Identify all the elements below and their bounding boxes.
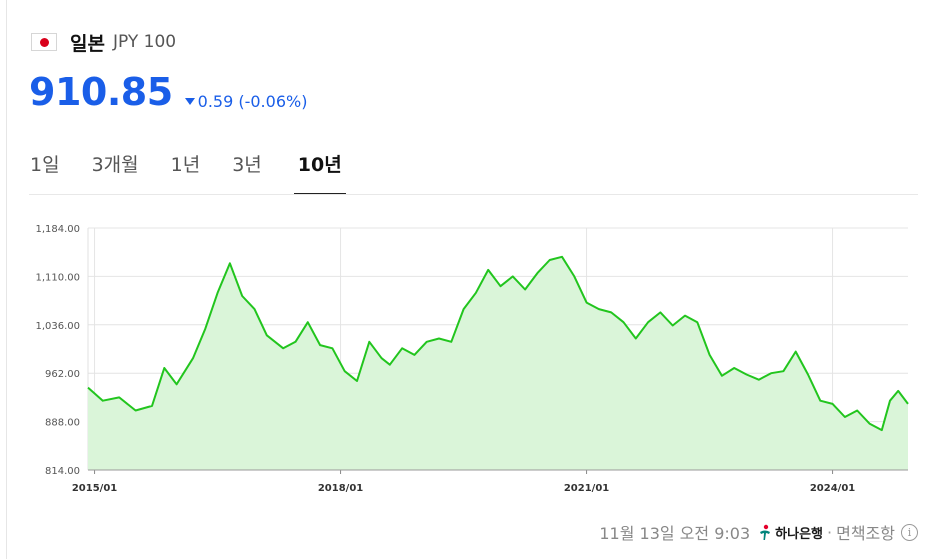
country-name: 일본 (70, 32, 105, 55)
x-tick-label: 2018/01 (318, 483, 363, 494)
frame-border (6, 0, 7, 559)
disclaimer-link[interactable]: 면책조항 (836, 524, 895, 543)
y-tick-label: 1,036.00 (35, 321, 80, 332)
y-tick-label: 888.00 (45, 418, 80, 429)
rate-line (87, 255, 909, 432)
x-tick-label: 2015/01 (72, 483, 117, 494)
exchange-rate-chart: 1,184.00 1,110.00 1,036.00 962.00 888.00 814.… (35, 224, 909, 494)
footer-separator: · (827, 522, 833, 542)
exchange-rate: 910.85 (29, 70, 173, 114)
tab-10y[interactable]: 10년 (293, 148, 346, 195)
footer: 11월 13일 오전 9:03 하나은행 · 면책조항 i (599, 520, 918, 544)
currency-header: 일본 JPY 100 (31, 28, 176, 56)
rate-area-fill (88, 256, 908, 470)
tab-divider (29, 194, 918, 195)
period-tabs: 1일 3개월 1년 3년 10년 (30, 148, 378, 196)
tab-1y[interactable]: 1년 (170, 154, 201, 176)
y-tick-label: 1,110.00 (35, 272, 80, 283)
currency-code: JPY 100 (112, 32, 177, 52)
bank-name: 하나은행 (775, 526, 824, 542)
rate-change-value: 0.59 (-0.06%) (197, 92, 308, 111)
rate-change: 0.59 (-0.06%) (184, 92, 308, 111)
y-tick-label: 962.00 (45, 369, 80, 380)
x-tick-label: 2021/01 (564, 483, 609, 494)
x-tick-label: 2024/01 (810, 483, 855, 494)
hana-bank-logo-icon (760, 524, 771, 540)
y-tick-label: 1,184.00 (35, 224, 80, 235)
update-timestamp: 11월 13일 오전 9:03 (599, 524, 751, 543)
down-arrow-icon (184, 98, 195, 105)
japan-flag-icon (31, 33, 57, 51)
tab-3y[interactable]: 3년 (232, 154, 262, 176)
y-tick-label: 814.00 (45, 466, 80, 477)
tab-3m[interactable]: 3개월 (91, 154, 139, 176)
tab-1d[interactable]: 1일 (30, 154, 60, 176)
info-icon[interactable]: i (901, 523, 918, 541)
bank-source: 하나은행 (758, 523, 823, 542)
quote-row: 910.85 0.59 (-0.06%) (29, 70, 307, 114)
